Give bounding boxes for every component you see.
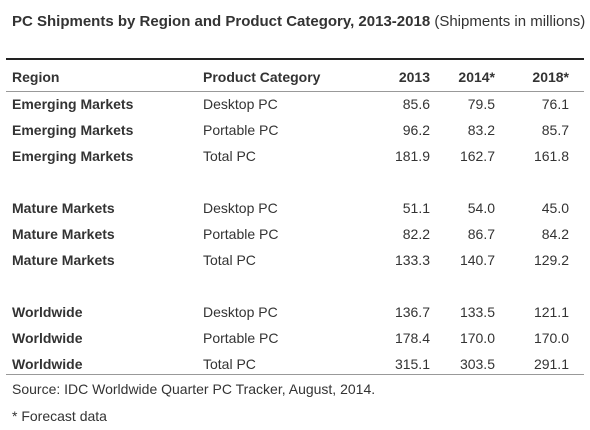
row-region: Worldwide <box>12 304 83 320</box>
top-rule <box>6 58 584 60</box>
row-category: Total PC <box>203 148 256 164</box>
row-category: Portable PC <box>203 330 279 346</box>
row-value-2018: 45.0 <box>541 200 569 216</box>
row-value-2013: 178.4 <box>394 330 430 346</box>
row-value-2014: 86.7 <box>467 226 495 242</box>
row-value-2014: 170.0 <box>459 330 495 346</box>
row-value-2014: 162.7 <box>459 148 495 164</box>
title-subtitle: (Shipments in millions) <box>434 13 586 30</box>
header-2018: 2018* <box>532 69 569 85</box>
row-value-2018: 85.7 <box>541 122 569 138</box>
row-value-2013: 315.1 <box>394 356 430 372</box>
row-value-2018: 121.1 <box>533 304 569 320</box>
row-value-2013: 51.1 <box>402 200 430 216</box>
row-value-2014: 54.0 <box>467 200 495 216</box>
row-value-2014: 83.2 <box>467 122 495 138</box>
row-value-2013: 85.6 <box>402 96 430 112</box>
row-category: Portable PC <box>203 122 279 138</box>
row-region: Worldwide <box>12 330 83 346</box>
row-region: Mature Markets <box>12 226 115 242</box>
title-main: PC Shipments by Region and Product Categ… <box>12 13 431 30</box>
row-category: Desktop PC <box>203 96 278 112</box>
row-region: Emerging Markets <box>12 96 134 112</box>
row-value-2014: 133.5 <box>459 304 495 320</box>
row-category: Total PC <box>203 356 256 372</box>
source-note: Source: IDC Worldwide Quarter PC Tracker… <box>12 381 376 397</box>
row-region: Mature Markets <box>12 252 115 268</box>
row-category: Desktop PC <box>203 200 278 216</box>
row-value-2018: 291.1 <box>533 356 569 372</box>
header-rule <box>6 91 584 92</box>
row-value-2013: 96.2 <box>402 122 430 138</box>
footnote: * Forecast data <box>12 408 107 424</box>
row-value-2018: 170.0 <box>533 330 569 346</box>
row-region: Emerging Markets <box>12 148 134 164</box>
row-value-2014: 79.5 <box>467 96 495 112</box>
row-category: Portable PC <box>203 226 279 242</box>
row-region: Mature Markets <box>12 200 115 216</box>
row-value-2014: 303.5 <box>459 356 495 372</box>
header-region: Region <box>12 69 60 85</box>
row-value-2013: 181.9 <box>394 148 430 164</box>
row-value-2013: 136.7 <box>394 304 430 320</box>
row-category: Total PC <box>203 252 256 268</box>
bottom-rule <box>6 374 584 375</box>
row-value-2014: 140.7 <box>459 252 495 268</box>
row-value-2013: 82.2 <box>402 226 430 242</box>
row-value-2018: 76.1 <box>541 96 569 112</box>
row-value-2018: 84.2 <box>541 226 569 242</box>
row-region: Emerging Markets <box>12 122 134 138</box>
table-title: PC Shipments by Region and Product Categ… <box>12 13 586 31</box>
row-value-2018: 129.2 <box>533 252 569 268</box>
header-2013: 2013 <box>398 69 430 85</box>
row-region: Worldwide <box>12 356 83 372</box>
row-value-2018: 161.8 <box>533 148 569 164</box>
header-category: Product Category <box>203 69 321 85</box>
row-value-2013: 133.3 <box>394 252 430 268</box>
header-2014: 2014* <box>458 69 495 85</box>
row-category: Desktop PC <box>203 304 278 320</box>
